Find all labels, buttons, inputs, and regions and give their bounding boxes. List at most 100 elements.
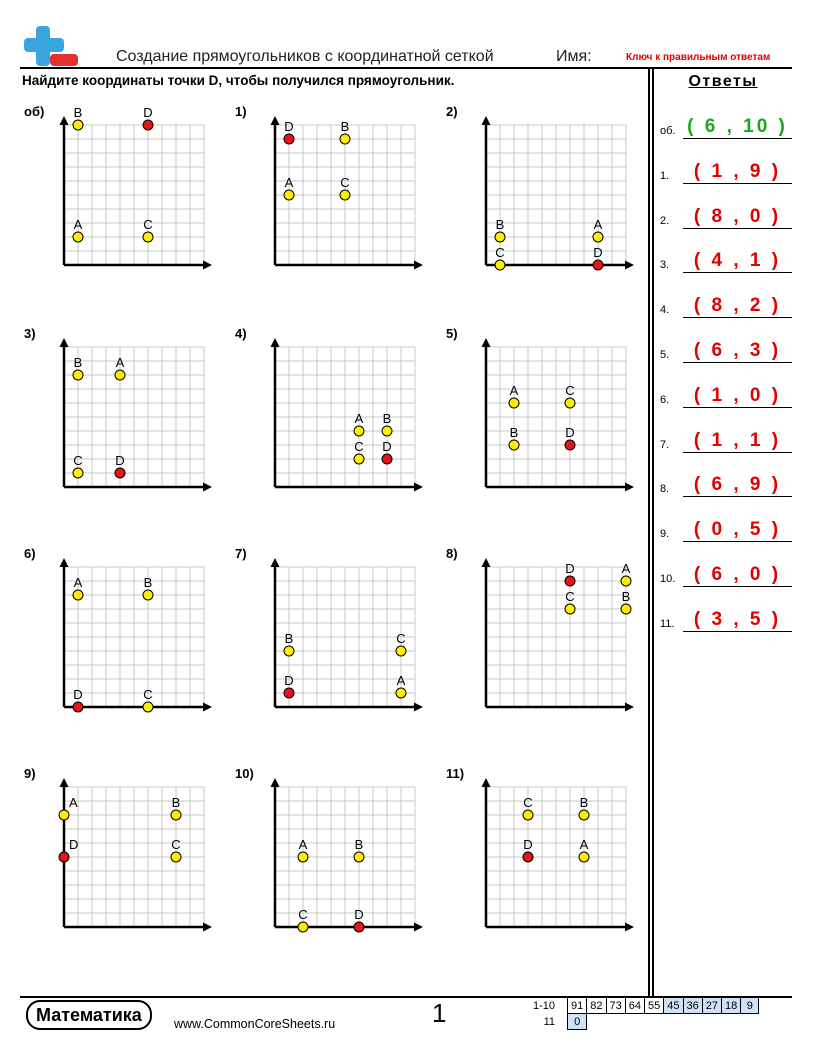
y-axis-arrow-icon xyxy=(481,338,491,347)
answers-title: Ответы xyxy=(688,73,758,90)
coordinate-grid: A B D C xyxy=(58,778,212,932)
answer-line xyxy=(683,272,792,274)
point-label: D xyxy=(382,439,391,454)
point-a: A xyxy=(58,795,78,821)
point-label: A xyxy=(580,837,589,852)
answer-point-marker xyxy=(564,575,576,587)
point-label: C xyxy=(354,439,363,454)
point-c: C xyxy=(564,589,576,615)
point-marker xyxy=(381,425,393,437)
score-cell: 45 xyxy=(663,997,684,1014)
point-label: D xyxy=(565,425,574,440)
header-divider xyxy=(20,67,792,69)
point-label: C xyxy=(171,837,180,852)
point-label: C xyxy=(396,631,405,646)
point-label: A xyxy=(355,411,364,426)
answer-point-marker xyxy=(522,851,534,863)
answer-line xyxy=(683,630,792,632)
answer-row: 3. ( 4 , 1 ) xyxy=(660,249,792,274)
point-marker xyxy=(72,119,84,131)
point-c: C xyxy=(522,795,534,821)
point-a: A xyxy=(620,561,632,587)
point-marker xyxy=(142,589,154,601)
y-axis-arrow-icon xyxy=(481,558,491,567)
point-label: A xyxy=(69,795,78,810)
answer-point-marker xyxy=(353,921,365,933)
answer-number: 7. xyxy=(660,438,670,451)
answer-row: 1. ( 1 , 9 ) xyxy=(660,160,792,184)
answer-point-marker xyxy=(564,439,576,451)
point-a: A xyxy=(592,217,604,243)
score-row: 1-10 91 82 73 64 55 45 36 27 18 9 xyxy=(530,997,760,1014)
answer-number: 1. xyxy=(660,169,670,182)
x-axis-arrow-icon xyxy=(414,702,423,712)
point-b: B xyxy=(494,217,506,243)
x-axis-arrow-icon xyxy=(414,260,423,270)
point-a: A xyxy=(578,837,590,863)
coordinate-grid: B D A C xyxy=(59,105,212,270)
y-axis-arrow-icon xyxy=(270,558,280,567)
answer-line xyxy=(683,227,792,229)
answer-line xyxy=(683,362,792,363)
point-c: C xyxy=(395,631,407,657)
point-marker xyxy=(72,467,84,479)
answer-number: 11. xyxy=(660,617,675,630)
point-label: C xyxy=(523,795,532,810)
answer-point-marker xyxy=(58,851,70,863)
score-cell: 73 xyxy=(605,997,626,1014)
answer-point-marker xyxy=(592,259,604,271)
problem: 4) A B C D xyxy=(235,326,435,526)
grid-lines xyxy=(486,124,627,265)
answer-row: 11. ( 3 , 5 ) xyxy=(660,608,792,632)
point-label: C xyxy=(298,907,307,922)
point-b: B xyxy=(381,411,393,437)
x-axis-arrow-icon xyxy=(203,702,212,712)
point-label: D xyxy=(284,673,293,688)
coordinate-grid: A C B D xyxy=(481,338,634,492)
grid-lines xyxy=(64,124,205,265)
answer-number: 9. xyxy=(660,528,670,541)
point-label: D xyxy=(523,837,532,852)
answer-line xyxy=(683,451,792,453)
point-b: B xyxy=(72,105,84,131)
coordinate-grid: D B A C xyxy=(270,116,423,270)
point-c: C xyxy=(353,439,365,465)
point-c: C xyxy=(339,175,351,201)
answer-row: об. ( 6 , 10 ) xyxy=(660,115,792,139)
point-marker xyxy=(72,589,84,601)
point-b: B xyxy=(578,795,590,821)
x-axis-arrow-icon xyxy=(414,922,423,932)
point-marker xyxy=(297,851,309,863)
point-marker xyxy=(114,369,126,381)
answer-line xyxy=(683,138,792,139)
score-table: 1-10 91 82 73 64 55 45 36 27 18 9 11 0 xyxy=(530,997,760,1030)
point-label: A xyxy=(299,837,308,852)
grid-lines xyxy=(275,124,416,265)
problem-number: 5) xyxy=(446,326,458,341)
point-c: C xyxy=(142,217,154,243)
point-b: B xyxy=(283,631,295,657)
grid-lines xyxy=(64,786,205,927)
point-label: A xyxy=(285,175,294,190)
point-b: B xyxy=(170,795,182,821)
coordinate-grid: A B C D xyxy=(270,778,423,933)
point-b: B xyxy=(508,425,520,451)
grid-lines xyxy=(275,786,416,927)
problem: об) B D A C xyxy=(24,104,224,304)
coordinate-grid: C B D A xyxy=(481,778,634,932)
coordinate-grid: D A C B xyxy=(481,558,634,712)
x-axis-arrow-icon xyxy=(625,482,634,492)
point-marker xyxy=(353,425,365,437)
point-c: C xyxy=(494,245,506,271)
problem: 6) A B D C xyxy=(24,546,224,746)
brand-badge: Математика xyxy=(26,1000,152,1030)
point-c: C xyxy=(142,687,154,713)
point-marker xyxy=(620,603,632,615)
problem: 3) B A C D xyxy=(24,326,224,526)
score-row-label: 11 xyxy=(543,1015,556,1028)
point-label: B xyxy=(510,425,519,440)
score-row: 11 0 xyxy=(530,1013,759,1030)
point-b: B xyxy=(142,575,154,601)
y-axis-arrow-icon xyxy=(481,778,491,787)
y-axis-arrow-icon xyxy=(270,116,280,125)
